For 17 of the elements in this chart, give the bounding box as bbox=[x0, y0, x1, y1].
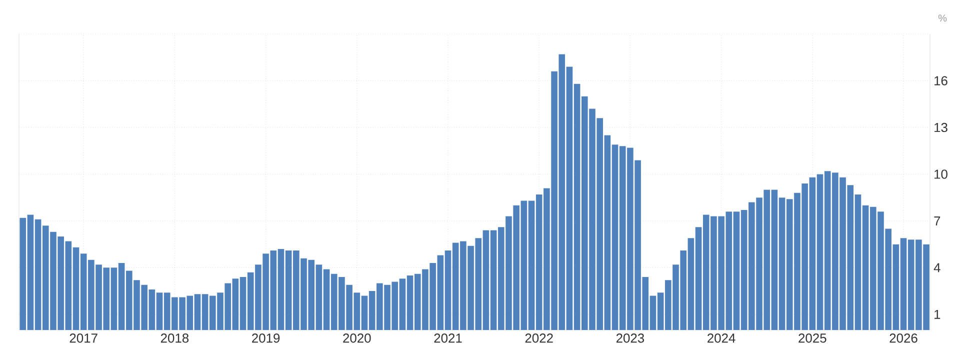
y-tick-label: 13 bbox=[934, 122, 948, 132]
x-tick-label: 2023 bbox=[616, 334, 644, 343]
x-tick-label: 2018 bbox=[160, 334, 189, 343]
y-tick-label: 7 bbox=[934, 216, 940, 226]
y-tick-label: 16 bbox=[934, 76, 948, 86]
y-axis-title: % bbox=[938, 14, 947, 22]
y-tick-label: 4 bbox=[934, 263, 940, 272]
x-tick-label: 2020 bbox=[343, 334, 371, 343]
x-tick-label: 2024 bbox=[708, 334, 736, 343]
y-tick-label: 10 bbox=[934, 170, 948, 179]
x-tick-label: 2022 bbox=[525, 334, 553, 343]
x-tick-label: 2025 bbox=[798, 334, 826, 343]
x-tick-label: 2021 bbox=[434, 334, 462, 343]
x-tick-label: 2026 bbox=[890, 334, 918, 343]
x-tick-label: 2017 bbox=[70, 334, 98, 343]
x-tick-label: 2019 bbox=[252, 334, 280, 343]
y-tick-label: 1 bbox=[934, 310, 940, 319]
